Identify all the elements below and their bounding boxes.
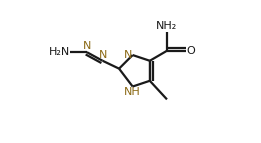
Text: N: N — [124, 50, 133, 60]
Text: NH₂: NH₂ — [156, 21, 177, 31]
Text: NH: NH — [124, 87, 141, 97]
Text: H₂N: H₂N — [49, 47, 70, 57]
Text: N: N — [98, 50, 107, 60]
Text: N: N — [83, 41, 91, 51]
Text: O: O — [187, 46, 195, 56]
